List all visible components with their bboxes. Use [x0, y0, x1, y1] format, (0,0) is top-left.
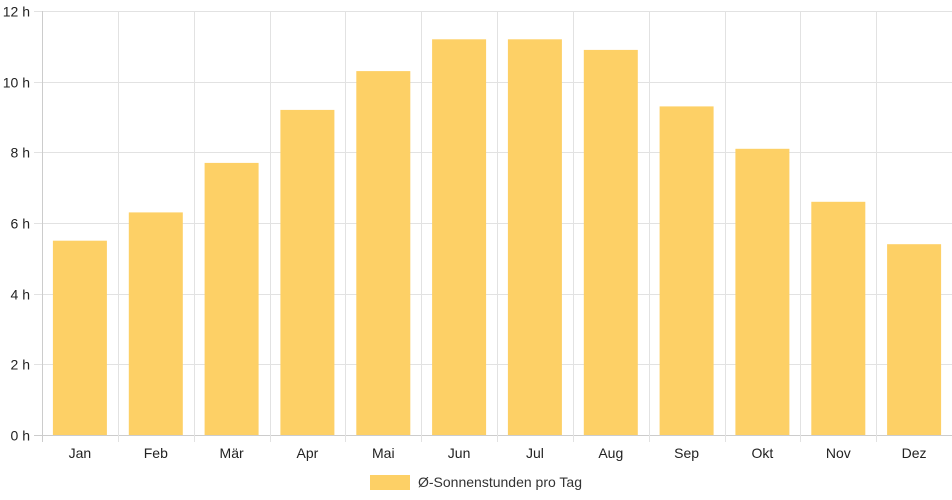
- bar-feb[interactable]: [128, 212, 183, 435]
- bar-sep[interactable]: [659, 106, 714, 436]
- bar-mai[interactable]: [356, 71, 411, 435]
- bar-jun[interactable]: [432, 39, 487, 436]
- y-tick-label: 6 h: [11, 216, 30, 232]
- y-axis-tick-labels: 0 h 2 h 4 h 6 h 8 h 10 h 12 h: [3, 4, 30, 444]
- bar-dez[interactable]: [887, 244, 942, 435]
- legend-label[interactable]: Ø-Sonnenstunden pro Tag: [418, 474, 582, 490]
- x-axis-tick-labels: Jan Feb Mär Apr Mai Jun Jul Aug Sep Okt Nov Dez: [69, 445, 927, 461]
- bar-apr[interactable]: [280, 109, 335, 436]
- y-tick-label: 8 h: [11, 145, 30, 161]
- x-tick-label: Dez: [902, 445, 927, 461]
- bar-okt[interactable]: [735, 148, 790, 436]
- x-tick-label: Mär: [220, 445, 244, 461]
- x-tick-label: Okt: [752, 445, 774, 461]
- bar-nov[interactable]: [811, 201, 866, 435]
- x-tick-label: Apr: [297, 445, 319, 461]
- y-tick-label: 0 h: [11, 428, 30, 444]
- legend-swatch[interactable]: [370, 475, 410, 490]
- x-tick-label: Aug: [598, 445, 623, 461]
- bar-jan[interactable]: [52, 240, 107, 435]
- bars: [52, 39, 942, 436]
- x-tick-label: Jul: [526, 445, 544, 461]
- y-tick-label: 4 h: [11, 287, 30, 303]
- x-tick-label: Jun: [448, 445, 471, 461]
- x-tick-label: Jan: [69, 445, 92, 461]
- y-tick-label: 12 h: [3, 4, 30, 20]
- y-tick-label: 2 h: [11, 357, 30, 373]
- x-tick-label: Mai: [372, 445, 395, 461]
- bar-aug[interactable]: [583, 49, 638, 436]
- y-tick-label: 10 h: [3, 75, 30, 91]
- grid-lines: [34, 11, 952, 442]
- legend[interactable]: Ø-Sonnenstunden pro Tag: [370, 474, 582, 490]
- x-tick-label: Feb: [144, 445, 168, 461]
- x-tick-label: Nov: [826, 445, 851, 461]
- bar-jul[interactable]: [507, 39, 562, 436]
- x-tick-label: Sep: [674, 445, 699, 461]
- bar-mär[interactable]: [204, 162, 259, 435]
